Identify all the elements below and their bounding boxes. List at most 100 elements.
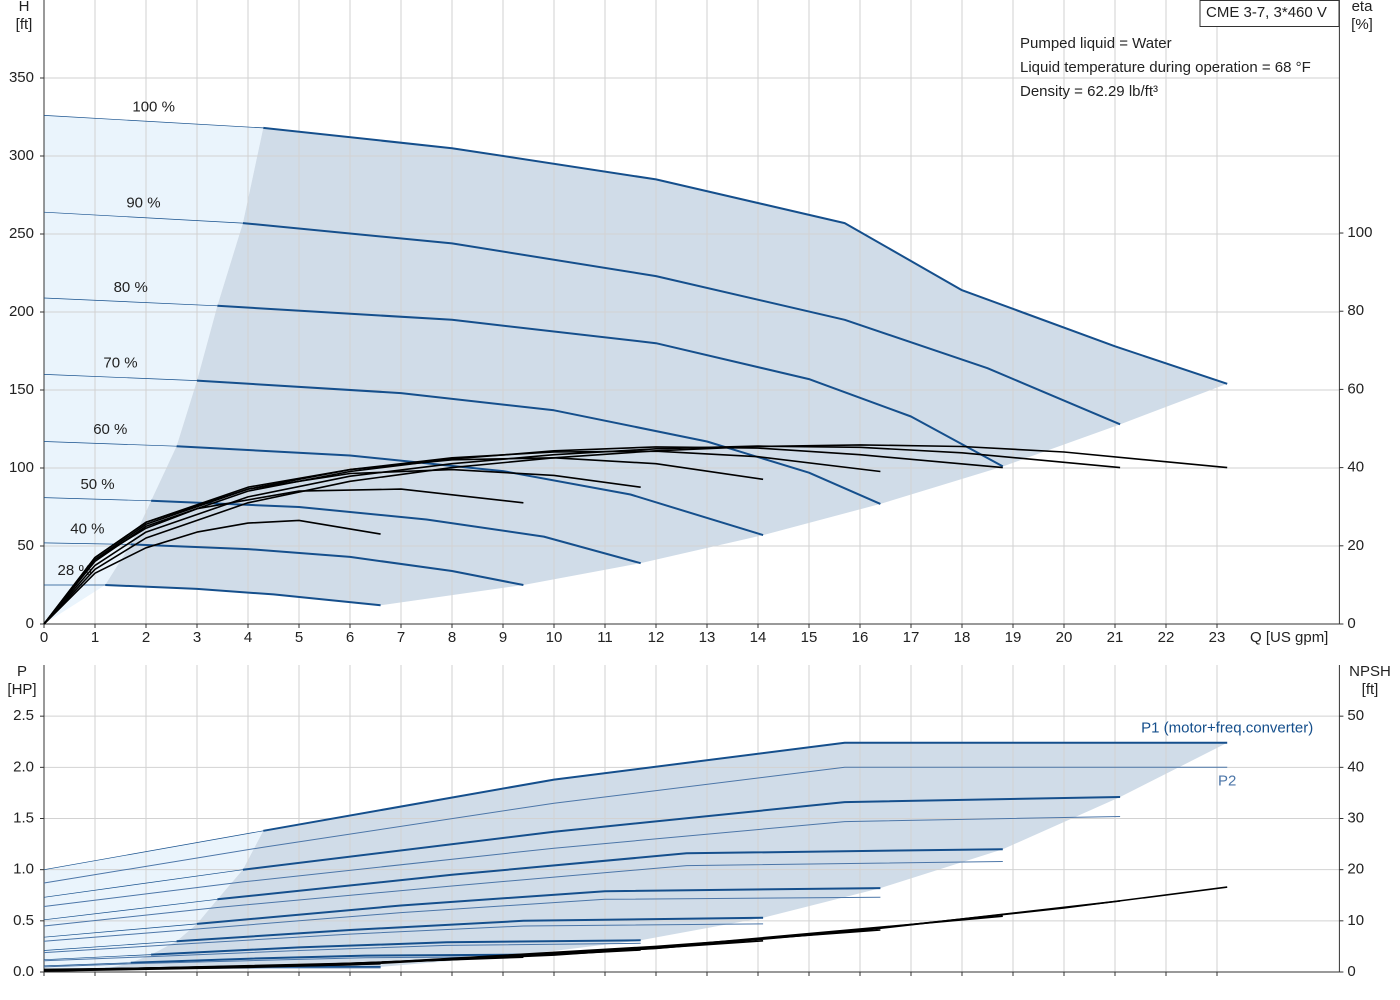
curve bbox=[217, 304, 1004, 468]
series-label: 80 % bbox=[114, 279, 148, 296]
curve bbox=[43, 519, 381, 625]
y-tick-label: 0.0 bbox=[13, 963, 34, 980]
x-tick-label: 13 bbox=[699, 629, 716, 646]
y2-tick-label: 40 bbox=[1347, 758, 1364, 775]
x-tick-label: 0 bbox=[40, 629, 48, 646]
curve bbox=[43, 766, 1228, 884]
curve bbox=[105, 584, 381, 607]
background-layer: 0 1 2 3 4 5 6 7 8 9 10 11 12 13 14 15 16 17 18 19 20 21 22 2305… bbox=[9, 0, 1372, 980]
y-axis-unit: [HP] bbox=[7, 681, 36, 698]
series-label: 70 % bbox=[103, 354, 137, 371]
y2-tick-label: 40 bbox=[1347, 459, 1364, 476]
y2-tick-label: 100 bbox=[1347, 224, 1372, 241]
curve bbox=[43, 816, 1121, 907]
curve-thin-part bbox=[43, 954, 152, 961]
curve bbox=[130, 543, 524, 586]
y-tick-label: 2.5 bbox=[13, 707, 34, 724]
curve bbox=[217, 848, 1003, 901]
curve bbox=[43, 861, 1003, 927]
curve-thin-part bbox=[43, 441, 177, 447]
x-tick-label: 11 bbox=[597, 629, 613, 646]
y2-axis-label: NPSH bbox=[1349, 663, 1391, 680]
curve bbox=[176, 445, 764, 537]
x-tick-label: 6 bbox=[346, 629, 354, 646]
y2-axis-unit: [%] bbox=[1351, 16, 1373, 33]
curve-thin-part bbox=[43, 115, 264, 129]
series-label: P1 (motor+freq.converter) bbox=[1141, 720, 1313, 737]
y2-tick-label: 80 bbox=[1347, 302, 1364, 319]
x-tick-label: 2 bbox=[142, 629, 150, 646]
curve bbox=[242, 222, 1121, 426]
curve bbox=[263, 741, 1228, 832]
y-axis-label: H bbox=[19, 0, 30, 15]
curve bbox=[263, 126, 1228, 385]
x-tick-label: 20 bbox=[1056, 629, 1073, 646]
chart-title: CME 3-7, 3*460 V bbox=[1206, 4, 1327, 21]
y2-tick-label: 20 bbox=[1347, 537, 1364, 554]
y2-tick-label: 50 bbox=[1347, 707, 1364, 724]
series-label: 100 % bbox=[132, 99, 175, 116]
x-tick-label: 23 bbox=[1209, 629, 1226, 646]
x-tick-label: 22 bbox=[1158, 629, 1175, 646]
y-tick-label: 350 bbox=[9, 69, 34, 86]
series-label: 50 % bbox=[80, 476, 114, 493]
x-tick-label: 1 bbox=[91, 629, 99, 646]
curve bbox=[176, 916, 764, 943]
curve bbox=[43, 488, 524, 625]
y-tick-label: 300 bbox=[9, 147, 34, 164]
x-tick-label: 15 bbox=[801, 629, 818, 646]
x-tick-label: 4 bbox=[244, 629, 252, 646]
curve bbox=[43, 896, 881, 942]
curve bbox=[43, 468, 641, 625]
curve-thin-part bbox=[43, 940, 177, 951]
y-tick-label: 1.0 bbox=[13, 861, 34, 878]
y-tick-label: 2.0 bbox=[13, 758, 34, 775]
curve-thin-part bbox=[43, 962, 131, 967]
light-region bbox=[44, 115, 264, 624]
curve bbox=[43, 963, 381, 972]
curve-thin-part bbox=[43, 297, 218, 307]
y-tick-label: 150 bbox=[9, 381, 34, 398]
curve-thin-part bbox=[43, 211, 243, 224]
x-tick-label: 9 bbox=[499, 629, 507, 646]
curve bbox=[43, 450, 881, 625]
curve bbox=[151, 939, 641, 956]
x-tick-label: 8 bbox=[448, 629, 456, 646]
y-tick-label: 0.5 bbox=[13, 912, 34, 929]
curve bbox=[196, 379, 881, 505]
series-label: 90 % bbox=[126, 195, 160, 212]
curve-thin-part bbox=[43, 869, 243, 898]
y-tick-label: 1.5 bbox=[13, 809, 34, 826]
y2-tick-label: 0 bbox=[1347, 615, 1355, 632]
annotation: Pumped liquid = Water bbox=[1020, 35, 1172, 52]
x-tick-label: 21 bbox=[1107, 629, 1124, 646]
series-label: 40 % bbox=[70, 521, 104, 538]
curve-thin-part bbox=[43, 374, 198, 381]
curve bbox=[43, 942, 641, 962]
curve-thin-part bbox=[43, 497, 152, 502]
curve bbox=[196, 887, 881, 925]
x-tick-label: 19 bbox=[1005, 629, 1022, 646]
curve-thin-part bbox=[43, 923, 198, 938]
annotation: Density = 62.29 lb/ft³ bbox=[1020, 83, 1158, 100]
y2-tick-label: 10 bbox=[1347, 912, 1364, 929]
y-tick-label: 50 bbox=[17, 537, 34, 554]
title-box bbox=[1199, 0, 1340, 27]
curve bbox=[130, 953, 524, 964]
curve bbox=[43, 923, 764, 954]
annotation: Liquid temperature during operation = 68… bbox=[1020, 59, 1311, 76]
y2-tick-label: 20 bbox=[1347, 861, 1364, 878]
x-tick-label: 14 bbox=[750, 629, 767, 646]
x-tick-label: 10 bbox=[546, 629, 563, 646]
curve-thin-part bbox=[43, 830, 264, 871]
x-tick-label: 3 bbox=[193, 629, 201, 646]
foreground-layer: 100 %90 %80 %70 %60 %50 %40 %28 %P1 (mot… bbox=[43, 99, 1313, 972]
x-tick-label: 18 bbox=[954, 629, 971, 646]
y-tick-label: 250 bbox=[9, 225, 34, 242]
x-tick-label: 17 bbox=[903, 629, 920, 646]
y-axis-unit: [ft] bbox=[16, 16, 33, 33]
x-tick-label: 12 bbox=[648, 629, 665, 646]
y-tick-label: 200 bbox=[9, 303, 34, 320]
